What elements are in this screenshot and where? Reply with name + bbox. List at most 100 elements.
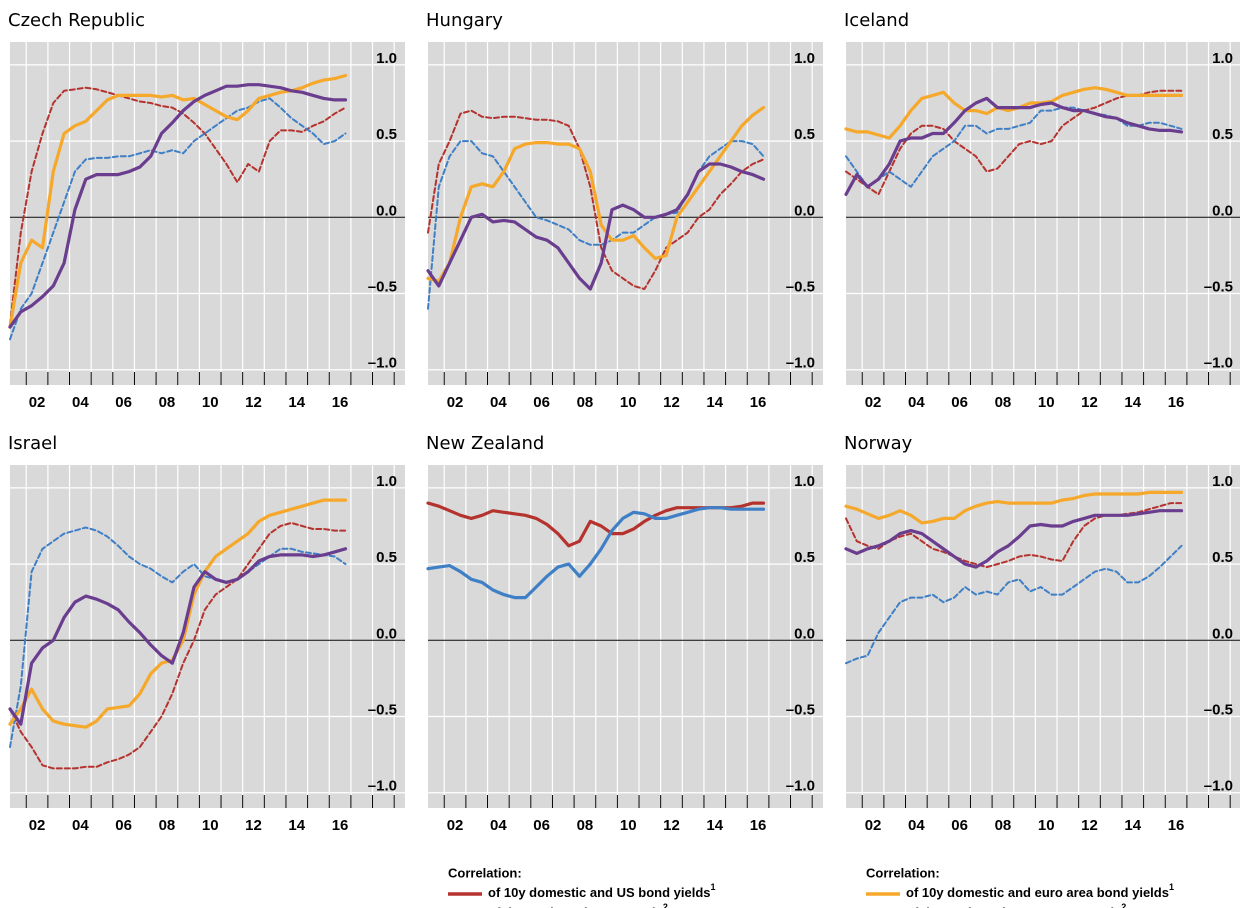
x-tick-label: 16 xyxy=(750,817,767,834)
y-tick-label: –1.0 xyxy=(786,778,815,795)
plot-background xyxy=(846,465,1240,808)
x-tick-label: 04 xyxy=(490,817,507,834)
series-line xyxy=(845,544,1183,665)
y-tick-label: 1.0 xyxy=(794,50,815,67)
series-line xyxy=(9,526,347,748)
x-tick-label: 06 xyxy=(115,817,132,834)
y-tick-label: 0.0 xyxy=(1212,202,1233,219)
legend-label: of domestic and euro area spreads2 xyxy=(906,902,1126,908)
y-tick-label: 0.5 xyxy=(376,549,397,566)
x-tick-label: 02 xyxy=(29,394,46,411)
legend-name: of domestic and euro area spreads xyxy=(906,905,1121,908)
series-line xyxy=(9,97,347,341)
x-tick-label: 12 xyxy=(1081,394,1098,411)
y-tick-label: –1.0 xyxy=(786,355,815,372)
x-tick-label: 10 xyxy=(620,817,637,834)
y-tick-label: –1.0 xyxy=(368,355,397,372)
x-tick-label: 14 xyxy=(288,394,305,411)
x-tick-label: 04 xyxy=(490,394,507,411)
legend-label: of 10y domestic and US bond yields1 xyxy=(488,882,716,900)
y-tick-label: 0.5 xyxy=(1212,126,1233,143)
x-tick-label: 14 xyxy=(1124,394,1141,411)
y-tick-label: 0.0 xyxy=(376,625,397,642)
x-tick-label: 16 xyxy=(1168,817,1185,834)
x-tick-label: 16 xyxy=(332,817,349,834)
panel-title: Norway xyxy=(844,433,913,454)
x-tick-label: 16 xyxy=(332,394,349,411)
y-tick-label: –1.0 xyxy=(368,778,397,795)
x-tick-label: 10 xyxy=(620,394,637,411)
x-tick-label: 04 xyxy=(908,394,925,411)
x-tick-label: 16 xyxy=(1168,394,1185,411)
y-tick-label: 1.0 xyxy=(794,473,815,490)
x-tick-label: 10 xyxy=(202,394,219,411)
y-tick-label: –0.5 xyxy=(1204,702,1233,719)
y-tick-label: –1.0 xyxy=(1204,778,1233,795)
x-tick-label: 02 xyxy=(29,817,46,834)
y-tick-label: 0.0 xyxy=(794,202,815,219)
x-tick-label: 10 xyxy=(1038,394,1055,411)
y-tick-label: –1.0 xyxy=(1204,355,1233,372)
x-tick-label: 08 xyxy=(159,817,176,834)
legend-label: of 10y domestic and euro area bond yield… xyxy=(906,882,1174,900)
y-tick-label: –0.5 xyxy=(786,279,815,296)
x-tick-label: 16 xyxy=(750,394,767,411)
series-line xyxy=(427,109,765,290)
x-tick-label: 12 xyxy=(1081,817,1098,834)
x-tick-label: 02 xyxy=(447,817,464,834)
x-tick-label: 08 xyxy=(577,394,594,411)
x-tick-label: 08 xyxy=(995,817,1012,834)
legend-footnote: 2 xyxy=(1121,902,1126,908)
x-tick-label: 12 xyxy=(663,394,680,411)
y-tick-label: 0.5 xyxy=(794,549,815,566)
panel-title: New Zealand xyxy=(426,433,544,454)
plot-background xyxy=(846,42,1240,385)
x-tick-label: 14 xyxy=(1124,817,1141,834)
x-tick-label: 06 xyxy=(115,394,132,411)
y-tick-label: –0.5 xyxy=(368,702,397,719)
y-tick-label: –0.5 xyxy=(1204,279,1233,296)
x-tick-label: 04 xyxy=(72,394,89,411)
x-tick-label: 06 xyxy=(533,817,550,834)
y-tick-label: 0.5 xyxy=(794,126,815,143)
x-tick-label: 06 xyxy=(533,394,550,411)
x-tick-label: 10 xyxy=(202,817,219,834)
plot-background xyxy=(428,465,823,808)
panel-title: Hungary xyxy=(426,10,503,31)
x-tick-label: 04 xyxy=(72,817,89,834)
y-tick-label: –0.5 xyxy=(786,702,815,719)
y-tick-label: 1.0 xyxy=(376,473,397,490)
legend-name: of 10y domestic and euro area bond yield… xyxy=(906,885,1169,900)
plot-background xyxy=(10,465,405,808)
x-tick-label: 08 xyxy=(159,394,176,411)
series-line xyxy=(9,86,347,325)
y-tick-label: 0.0 xyxy=(376,202,397,219)
series-line xyxy=(426,106,766,283)
legend-name: of domestic and US spreads xyxy=(488,905,663,908)
y-tick-label: 1.0 xyxy=(376,50,397,67)
x-tick-label: 14 xyxy=(288,817,305,834)
x-tick-label: 02 xyxy=(865,817,882,834)
y-tick-label: 0.0 xyxy=(794,625,815,642)
x-tick-label: 12 xyxy=(245,817,262,834)
y-tick-label: 1.0 xyxy=(1212,473,1233,490)
x-tick-label: 08 xyxy=(995,394,1012,411)
legend-footnote: 1 xyxy=(1169,882,1174,892)
x-tick-label: 02 xyxy=(447,394,464,411)
y-tick-label: 0.0 xyxy=(1212,625,1233,642)
x-tick-label: 14 xyxy=(706,817,723,834)
panel-title: Czech Republic xyxy=(8,10,145,31)
series-line xyxy=(427,140,765,310)
series-line xyxy=(844,490,1184,525)
series-line xyxy=(426,506,766,600)
x-tick-label: 10 xyxy=(1038,817,1055,834)
series-line xyxy=(9,521,347,770)
series-line xyxy=(844,96,1184,196)
legend-title: Correlation: xyxy=(448,865,522,880)
series-line xyxy=(844,509,1184,569)
panel-title: Israel xyxy=(8,433,57,454)
x-tick-label: 04 xyxy=(908,817,925,834)
series-line xyxy=(8,83,348,329)
